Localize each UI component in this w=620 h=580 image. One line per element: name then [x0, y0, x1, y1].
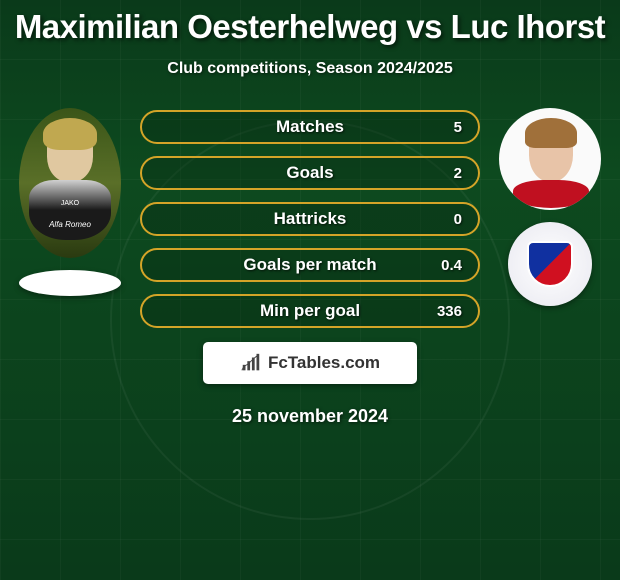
subtitle: Club competitions, Season 2024/2025 [10, 60, 610, 78]
brand-text: FcTables.com [268, 353, 380, 373]
stat-value: 0.4 [441, 257, 462, 274]
stat-label: Hattricks [274, 209, 347, 229]
stat-pill: Min per goal 336 [140, 294, 480, 328]
stat-pill: Hattricks 0 [140, 202, 480, 236]
stat-value: 0 [454, 211, 462, 228]
player-left-jersey [29, 180, 111, 240]
page-title: Maximilian Oesterhelweg vs Luc Ihorst [10, 0, 610, 46]
player-right-column [490, 108, 610, 306]
chart-icon [240, 352, 262, 374]
player-left-club-badge [19, 270, 121, 296]
stat-value: 5 [454, 119, 462, 136]
stat-pill: Goals per match 0.4 [140, 248, 480, 282]
player-right-club-badge [508, 222, 592, 306]
stat-pill: Goals 2 [140, 156, 480, 190]
jersey-sponsor-top: JAKO [19, 200, 121, 207]
player-left-photo: JAKO Alfa Romeo [19, 108, 121, 258]
player-right-photo [499, 108, 601, 210]
stat-pill: Matches 5 [140, 110, 480, 144]
brand-badge[interactable]: FcTables.com [203, 342, 417, 384]
stat-label: Goals per match [243, 255, 376, 275]
stats-column: Matches 5 Goals 2 Hattricks 0 Goals per match 0… [140, 108, 480, 328]
stat-label: Min per goal [260, 301, 360, 321]
jersey-sponsor-main: Alfa Romeo [19, 220, 121, 229]
footer-date: 25 november 2024 [10, 406, 610, 427]
stat-value: 336 [437, 303, 462, 320]
stat-label: Goals [286, 163, 333, 183]
stat-value: 2 [454, 165, 462, 182]
main-row: JAKO Alfa Romeo Matches 5 Goals 2 Hattricks 0… [10, 108, 610, 328]
player-right-jersey [513, 180, 589, 208]
player-left-column: JAKO Alfa Romeo [10, 108, 130, 296]
stat-label: Matches [276, 117, 344, 137]
